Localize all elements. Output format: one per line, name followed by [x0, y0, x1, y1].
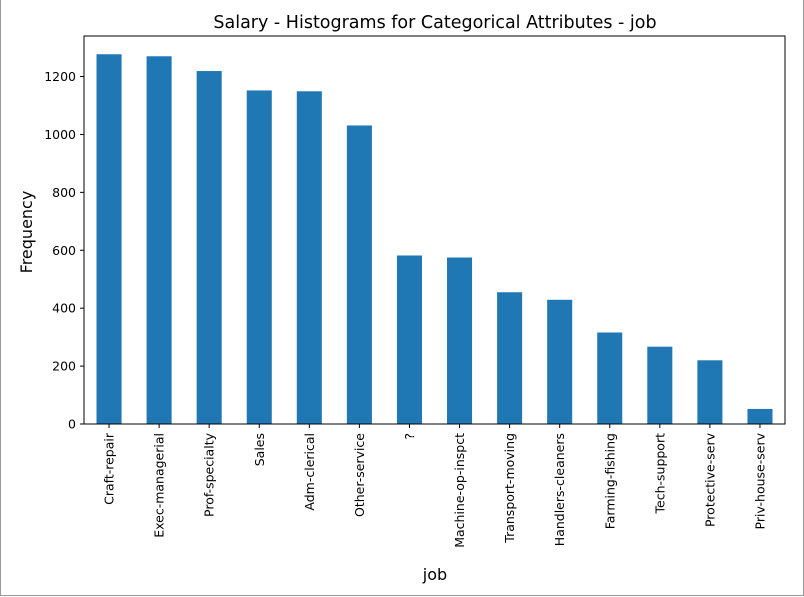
x-tick-label-9: Handlers-cleaners — [552, 433, 567, 546]
bar-4 — [296, 91, 322, 425]
x-tick-label-10: Farming-fishing — [602, 433, 617, 529]
x-tick-label-12: Protective-serv — [702, 432, 717, 527]
x-tick-label-1: Exec-managerial — [152, 433, 167, 538]
x-tick-label-3: Sales — [252, 433, 267, 466]
bar-11 — [647, 346, 673, 424]
y-tick-label-6: 1200 — [44, 69, 76, 84]
bar-10 — [597, 332, 623, 424]
y-tick-label-4: 800 — [52, 185, 76, 200]
x-tick-label-6: ? — [402, 433, 417, 440]
y-axis-label: Frequency — [17, 191, 36, 274]
y-tick-label-2: 400 — [52, 301, 76, 316]
bar-8 — [497, 292, 523, 424]
x-axis-label: job — [422, 565, 447, 584]
x-tick-label-5: Other-service — [352, 433, 367, 517]
x-tick-label-8: Transport-moving — [502, 433, 517, 544]
x-tick-label-2: Prof-specialty — [202, 432, 217, 517]
y-tick-label-5: 1000 — [44, 127, 76, 142]
bar-5 — [346, 125, 372, 424]
bar-12 — [697, 360, 723, 424]
x-tick-label-11: Tech-support — [652, 433, 667, 515]
y-axis: 0 200 400 600 800 1000 1200 — [44, 69, 84, 432]
bar-7 — [447, 257, 473, 424]
x-axis: Craft-repair Exec-managerial Prof-specialt… — [102, 424, 767, 548]
bars-group — [96, 54, 773, 425]
y-tick-label-0: 0 — [68, 417, 76, 432]
bar-13 — [747, 408, 773, 424]
plot-area-frame — [83, 35, 786, 425]
x-tick-label-13: Priv-house-serv — [752, 432, 767, 529]
bar-6 — [396, 255, 422, 424]
x-tick-label-4: Adm-clerical — [302, 433, 317, 511]
x-tick-label-0: Craft-repair — [102, 432, 117, 505]
bar-2 — [196, 71, 222, 424]
bar-9 — [547, 299, 573, 424]
y-tick-label-1: 200 — [52, 359, 76, 374]
y-tick-label-3: 600 — [52, 243, 76, 258]
bar-3 — [246, 90, 272, 424]
bar-0 — [96, 54, 122, 425]
bar-1 — [146, 56, 172, 425]
x-tick-label-7: Machine-op-inspct — [452, 433, 467, 548]
chart-title: Salary - Histograms for Categorical Attr… — [213, 13, 656, 33]
